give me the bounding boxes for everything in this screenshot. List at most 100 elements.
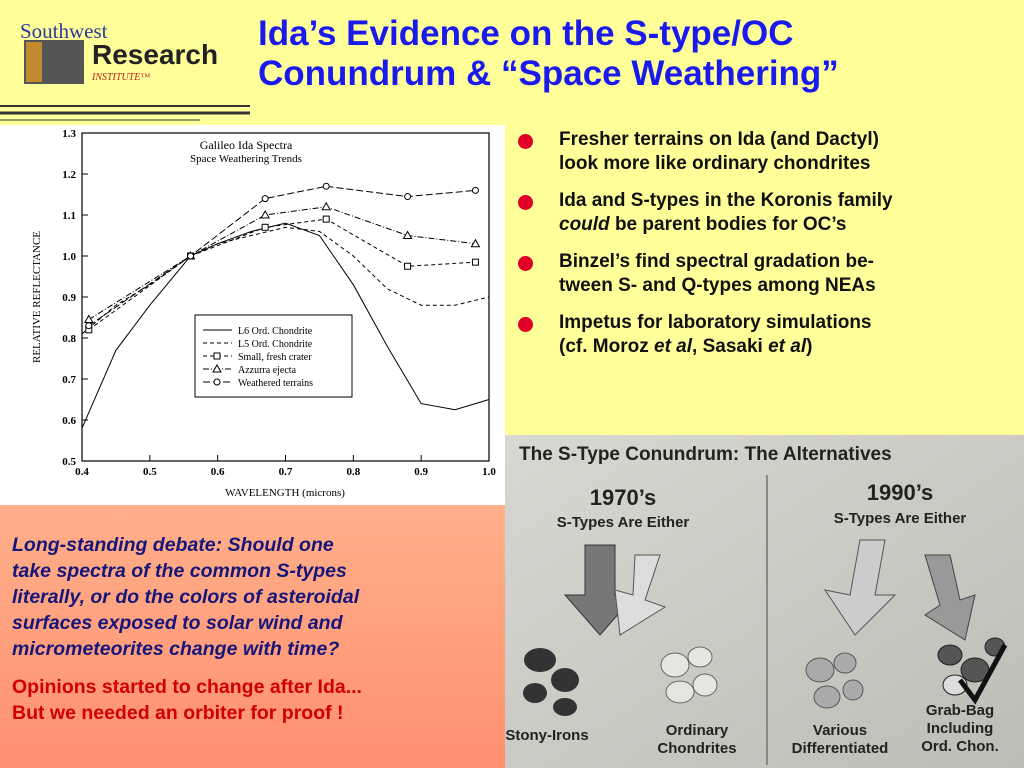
series-line <box>88 218 476 331</box>
text: Binzel’s find spectral gradation be- <box>559 251 874 272</box>
photo-label: Various <box>813 722 867 739</box>
era: 1990’s <box>867 480 933 505</box>
y-tick-label: 0.6 <box>62 415 76 427</box>
marker <box>261 195 269 203</box>
legend-label: L6 Ord. Chondrite <box>238 326 313 337</box>
x-tick-label: 0.8 <box>346 466 360 478</box>
photo-label: Stony-Irons <box>505 727 588 744</box>
text: et al <box>768 336 807 357</box>
logo-image-part <box>26 42 42 82</box>
photo-label: Ordinary <box>666 722 729 739</box>
x-tick-label: 1.0 <box>482 466 496 478</box>
bullet-list: Fresher terrains on Ida (and Dactyl) loo… <box>515 128 1020 372</box>
question-line: surfaces exposed to solar wind and <box>12 612 343 634</box>
marker <box>83 314 94 324</box>
arrow <box>823 539 897 636</box>
photo-label: Differentiated <box>792 740 889 757</box>
arrow <box>614 554 667 636</box>
bullet: Impetus for laboratory simulations (cf. … <box>515 311 1020 359</box>
text: Fresher terrains on Ida (and Dactyl) <box>559 129 879 150</box>
legend-marker <box>213 352 221 360</box>
legend-label: Azzurra ejecta <box>238 365 297 376</box>
y-tick-label: 1.3 <box>62 128 76 140</box>
photo-label: Including <box>927 720 994 737</box>
question-line: literally, or do the colors of asteroida… <box>12 586 360 608</box>
text: be parent bodies for OC’s <box>609 214 847 235</box>
marker <box>471 186 479 194</box>
photo-label: Chondrites <box>657 740 736 757</box>
x-tick-label: 0.5 <box>143 466 157 478</box>
grab-bag <box>937 637 1006 696</box>
y-tick-label: 1.1 <box>62 210 76 222</box>
x-tick-label: 0.6 <box>211 466 225 478</box>
title-line: Ida’s Evidence on the S-type/OC <box>258 14 794 53</box>
y-tick-label: 1.2 <box>62 169 76 181</box>
marker <box>402 230 413 239</box>
text: , Sasaki <box>692 336 769 357</box>
marker <box>404 193 412 201</box>
differentiated <box>805 652 864 709</box>
chart-subtitle: Space Weathering Trends <box>190 153 302 165</box>
legend-marker <box>213 378 221 386</box>
marker <box>321 201 332 211</box>
era-sub: S-Types Are Either <box>834 510 967 527</box>
text: Ida and S-types in the Koronis family <box>559 190 893 211</box>
title-line: Conundrum & “Space Weathering” <box>258 54 839 93</box>
marker <box>261 223 269 231</box>
y-tick-label: 0.5 <box>62 456 76 468</box>
y-axis-label: RELATIVE REFLECTANCE <box>31 231 43 363</box>
question-line: micrometeorites change with time? <box>12 638 340 660</box>
marker <box>322 182 330 190</box>
legend-label: Small, fresh crater <box>238 352 312 363</box>
arrow <box>924 554 976 641</box>
plot-frame <box>81 132 490 462</box>
series-line <box>81 222 490 429</box>
text: (cf. Moroz <box>559 336 654 357</box>
text: tween S- and Q-types among NEAs <box>559 275 876 296</box>
marker <box>322 215 330 223</box>
legend-label: L5 Ord. Chondrite <box>238 339 313 350</box>
chart-title: Galileo Ida Spectra <box>200 138 293 152</box>
text: could <box>559 214 610 235</box>
question-line: take spectra of the common S-types <box>12 560 347 582</box>
marker <box>470 238 481 248</box>
legend-marker <box>212 363 222 373</box>
x-axis-label: WAVELENGTH (microns) <box>225 487 345 499</box>
slide-title: Ida’s Evidence on the S-type/OC Conundru… <box>258 14 839 94</box>
legend <box>194 314 353 398</box>
series-line <box>88 185 476 327</box>
x-tick-label: 0.9 <box>414 466 428 478</box>
logo-line2: Research <box>92 39 218 70</box>
text: Impetus for laboratory simulations <box>559 312 872 333</box>
photo: The S-Type Conundrum: The Alternatives 19… <box>505 435 1024 768</box>
x-tick-label: 0.7 <box>279 466 293 478</box>
y-tick-label: 0.7 <box>62 374 76 386</box>
callout: Long-standing debate: Should one take sp… <box>0 505 505 768</box>
text: look more like ordinary chondrites <box>559 153 871 174</box>
legend-label: Weathered terrains <box>238 378 313 389</box>
x-tick-label: 0.4 <box>75 466 89 478</box>
series-line <box>88 206 476 320</box>
check <box>958 643 1008 705</box>
era: 1970’s <box>590 485 656 510</box>
photo-title: The S-Type Conundrum: The Alternatives <box>519 444 892 465</box>
chondrites <box>660 646 718 704</box>
question-line: Long-standing debate: Should one <box>12 534 334 556</box>
marker <box>471 258 479 266</box>
photo-label: Grab-Bag <box>926 702 994 719</box>
conclusion-line: But we needed an orbiter for proof ! <box>12 702 344 724</box>
text: ) <box>806 336 813 357</box>
logo-line1: Southwest <box>20 19 108 43</box>
stony-irons <box>523 648 579 716</box>
logo-line3: INSTITUTE™ <box>91 72 150 83</box>
photo-label: Ord. Chon. <box>921 738 999 755</box>
conclusion-line: Opinions started to change after Ida... <box>12 676 362 698</box>
marker <box>404 262 412 270</box>
y-tick-label: 0.9 <box>62 292 76 304</box>
bullet: Ida and S-types in the Koronis family co… <box>515 189 1020 237</box>
y-tick-label: 1.0 <box>62 251 76 263</box>
marker <box>260 209 271 219</box>
bullet: Binzel’s find spectral gradation be- twe… <box>515 250 1020 298</box>
text: et al <box>654 336 693 357</box>
